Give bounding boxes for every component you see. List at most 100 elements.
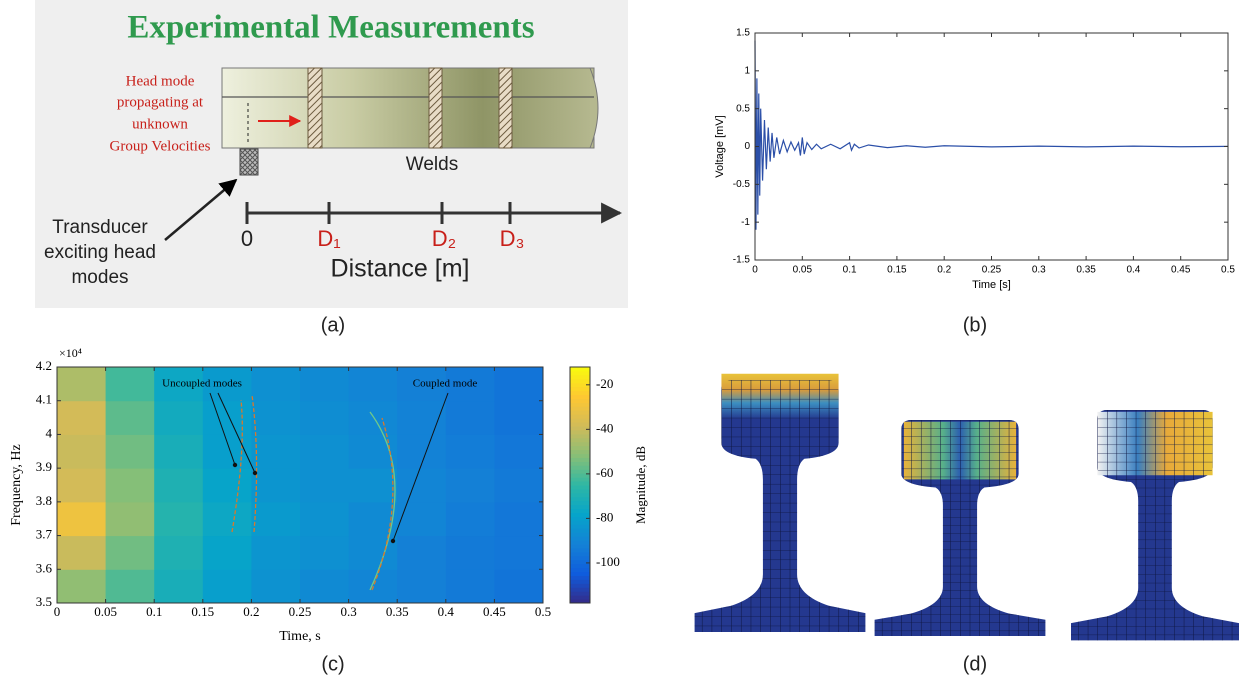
heatmap-cell — [445, 434, 495, 469]
heatmap-cell — [154, 501, 204, 537]
transducer-label: Transducer — [52, 217, 148, 238]
weld — [307, 67, 323, 149]
heatmap-cell — [494, 535, 544, 570]
colorbar-step — [570, 528, 590, 533]
colorbar-step — [570, 575, 590, 580]
y-tick-label: 4.1 — [36, 392, 52, 407]
y-tick-label: 3.8 — [36, 493, 52, 508]
heatmap-cell — [494, 501, 544, 537]
heatmap-cell — [154, 569, 204, 604]
heatmap-cell — [105, 501, 155, 537]
y-tick-label: 1.5 — [736, 28, 750, 39]
heatmap-cell — [105, 569, 155, 604]
annotation: Uncoupled modes — [162, 378, 242, 390]
y-tick-label: 4 — [46, 425, 53, 440]
distance-axis-label: Distance [m] — [331, 255, 470, 283]
x-tick-label: 0.25 — [982, 265, 1002, 276]
heatmap-cell — [105, 468, 155, 503]
plot-frame — [754, 32, 1229, 261]
heatmap-cell — [251, 501, 301, 537]
heatmap-cell — [300, 468, 350, 503]
colorbar-step — [570, 465, 590, 470]
y-axis-label: Frequency, Hz — [9, 444, 24, 526]
heatmap-cell — [57, 434, 107, 469]
annotation-arrow — [392, 392, 449, 542]
heatmap-cell — [57, 501, 107, 537]
x-tick-label: 0.4 — [1126, 265, 1140, 276]
rail-mode — [874, 420, 1046, 636]
x-tick-label: 0.05 — [793, 265, 813, 276]
plot-frame — [56, 366, 544, 604]
colorbar-step — [570, 441, 590, 447]
colorbar-step — [570, 477, 590, 482]
colorbar-step — [570, 406, 590, 411]
colorbar-step — [570, 426, 590, 431]
caption: (c) — [321, 653, 344, 675]
heatmap-cell — [494, 569, 544, 604]
colorbar-step — [570, 402, 590, 407]
heatmap-cell — [202, 569, 252, 604]
colorbar-step — [570, 485, 590, 490]
x-tick-label: 0 — [752, 265, 758, 276]
x-tick-label: 0.35 — [1076, 265, 1096, 276]
colorbar-step — [570, 516, 590, 521]
annotation-arrow — [209, 392, 256, 474]
heatmap-cell — [57, 400, 107, 435]
x-tick-label: 0.35 — [386, 604, 409, 619]
distance-mark: D₃ — [500, 226, 525, 251]
heatmap-cell — [154, 434, 204, 469]
welds-label: Welds — [406, 154, 458, 175]
y-tick-label: 3.5 — [36, 594, 52, 609]
colorbar-step — [570, 587, 590, 592]
colorbar-step — [570, 524, 590, 529]
weld — [428, 67, 443, 149]
heatmap-cell — [397, 400, 447, 435]
heatmap-cell — [202, 400, 252, 435]
colorbar-step — [570, 559, 590, 565]
colorbar-step — [570, 508, 590, 514]
colorbar-step — [570, 536, 590, 541]
x-tick-label: 0.2 — [937, 265, 951, 276]
heatmap-cell — [494, 400, 544, 435]
y-tick-label: 3.7 — [36, 527, 53, 542]
mode-curves — [231, 394, 396, 591]
distance-mark: 0 — [241, 226, 253, 251]
heatmap-cell — [445, 569, 495, 604]
colorbar-step — [570, 496, 590, 502]
colorbar-step — [570, 449, 590, 455]
colorbar-step — [570, 488, 590, 494]
x-axis-label: Time [s] — [972, 279, 1011, 291]
heatmap-cell — [251, 400, 301, 435]
heatmap-cell — [397, 468, 447, 503]
x-tick-label: 0.4 — [438, 604, 455, 619]
colorbar-step — [570, 583, 590, 588]
colorbar-step — [570, 367, 590, 372]
heatmap-cell — [202, 535, 252, 570]
colorbar-step — [570, 540, 590, 545]
x-tick-label: 0.2 — [243, 604, 259, 619]
x-tick-label: 0.5 — [1221, 265, 1235, 276]
colorbar-step — [570, 595, 590, 600]
colorbar-tick-label: -40 — [596, 420, 613, 435]
y-tick-label: -1.5 — [733, 255, 751, 266]
heatmap-cell — [251, 535, 301, 570]
pipe — [221, 67, 595, 149]
colorbar-step — [570, 370, 590, 376]
heatmap-cell — [300, 400, 350, 435]
y-tick-label: 3.9 — [36, 459, 52, 474]
heatmap-cell — [348, 400, 398, 435]
caption: (d) — [963, 653, 987, 675]
colorbar-step — [570, 390, 590, 396]
colorbar-step — [570, 410, 590, 415]
annotation: Coupled mode — [413, 378, 478, 390]
colorbar-label: Magnitude, dB — [633, 446, 648, 524]
panel-d — [694, 373, 1239, 641]
heatmap-cell — [251, 367, 301, 402]
mode-curve — [251, 394, 258, 533]
heatmap-cell — [445, 367, 495, 402]
heatmap-cell — [397, 569, 447, 604]
annotation-point — [232, 462, 238, 468]
heatmap-cell — [57, 569, 107, 604]
annotation-point — [252, 470, 258, 476]
colorbar-step — [570, 414, 590, 419]
